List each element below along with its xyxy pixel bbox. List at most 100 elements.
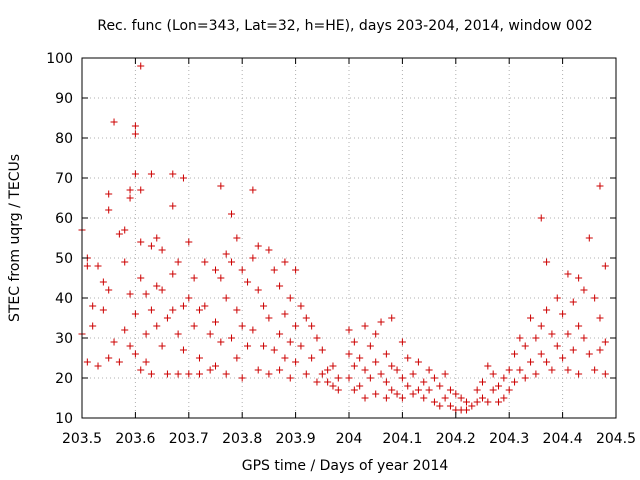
data-point bbox=[601, 262, 609, 270]
data-point bbox=[137, 366, 145, 374]
data-point bbox=[131, 130, 139, 138]
data-point bbox=[532, 370, 540, 378]
data-point bbox=[190, 274, 198, 282]
data-point bbox=[99, 306, 107, 314]
data-point bbox=[222, 294, 230, 302]
data-point bbox=[137, 238, 145, 246]
data-point bbox=[89, 322, 97, 330]
data-point bbox=[372, 390, 380, 398]
data-point bbox=[430, 398, 438, 406]
data-point bbox=[543, 306, 551, 314]
data-point bbox=[377, 370, 385, 378]
data-point bbox=[420, 394, 428, 402]
data-point bbox=[468, 402, 476, 410]
data-point bbox=[265, 246, 273, 254]
data-point bbox=[276, 366, 284, 374]
data-point bbox=[195, 370, 203, 378]
data-point bbox=[126, 342, 134, 350]
data-point bbox=[83, 358, 91, 366]
x-tick-label: 204 bbox=[336, 431, 363, 447]
data-point bbox=[382, 378, 390, 386]
data-point bbox=[366, 342, 374, 350]
y-tick-label: 80 bbox=[55, 131, 73, 147]
data-point bbox=[142, 358, 150, 366]
data-point bbox=[580, 286, 588, 294]
data-point bbox=[185, 238, 193, 246]
data-point bbox=[94, 262, 102, 270]
data-point bbox=[366, 374, 374, 382]
data-point bbox=[388, 362, 396, 370]
data-point bbox=[484, 398, 492, 406]
data-point bbox=[398, 394, 406, 402]
data-point bbox=[575, 370, 583, 378]
data-point bbox=[537, 350, 545, 358]
data-point bbox=[265, 314, 273, 322]
data-point bbox=[297, 342, 305, 350]
data-point bbox=[105, 354, 113, 362]
y-tick-label: 70 bbox=[55, 171, 73, 187]
data-point bbox=[270, 266, 278, 274]
data-point bbox=[484, 362, 492, 370]
data-point bbox=[201, 258, 209, 266]
data-point bbox=[372, 358, 380, 366]
data-point bbox=[313, 378, 321, 386]
data-point bbox=[233, 234, 241, 242]
data-point bbox=[228, 334, 236, 342]
data-point bbox=[361, 322, 369, 330]
data-point bbox=[121, 226, 129, 234]
data-point bbox=[222, 370, 230, 378]
data-point bbox=[131, 310, 139, 318]
data-point bbox=[329, 382, 337, 390]
chart-title: Rec. func (Lon=343, Lat=32, h=HE), days … bbox=[97, 18, 592, 34]
data-point bbox=[142, 330, 150, 338]
data-point bbox=[174, 258, 182, 266]
data-point bbox=[302, 370, 310, 378]
data-point bbox=[121, 326, 129, 334]
data-point bbox=[393, 366, 401, 374]
data-point bbox=[131, 122, 139, 130]
data-point bbox=[350, 362, 358, 370]
data-point bbox=[147, 306, 155, 314]
data-point bbox=[575, 322, 583, 330]
data-point bbox=[345, 374, 353, 382]
data-point bbox=[452, 390, 460, 398]
x-tick-label: 203.6 bbox=[115, 431, 155, 447]
data-point bbox=[596, 182, 604, 190]
data-point bbox=[126, 194, 134, 202]
data-point bbox=[329, 362, 337, 370]
data-point bbox=[489, 370, 497, 378]
data-point bbox=[489, 386, 497, 394]
data-point bbox=[99, 278, 107, 286]
data-point bbox=[548, 330, 556, 338]
data-point bbox=[532, 334, 540, 342]
y-axis-label: STEC from uqrg / TECUs bbox=[7, 154, 23, 322]
data-point bbox=[276, 330, 284, 338]
data-point bbox=[217, 338, 225, 346]
data-point bbox=[564, 330, 572, 338]
axis-ticks bbox=[81, 57, 617, 419]
data-point bbox=[372, 330, 380, 338]
data-point bbox=[244, 342, 252, 350]
data-point bbox=[553, 294, 561, 302]
data-point bbox=[169, 306, 177, 314]
data-point bbox=[324, 366, 332, 374]
data-point bbox=[409, 370, 417, 378]
data-point bbox=[500, 374, 508, 382]
data-point bbox=[94, 362, 102, 370]
data-point bbox=[521, 374, 529, 382]
data-point bbox=[158, 342, 166, 350]
data-point bbox=[591, 366, 599, 374]
data-point bbox=[244, 278, 252, 286]
data-point bbox=[238, 266, 246, 274]
data-point bbox=[398, 374, 406, 382]
y-tick-label: 50 bbox=[55, 251, 73, 267]
data-point bbox=[580, 334, 588, 342]
x-axis-label: GPS time / Days of year 2014 bbox=[242, 458, 449, 474]
data-point bbox=[158, 246, 166, 254]
y-tick-label: 100 bbox=[46, 51, 73, 67]
data-point bbox=[436, 382, 444, 390]
data-point bbox=[356, 354, 364, 362]
data-point bbox=[559, 354, 567, 362]
data-point bbox=[479, 394, 486, 402]
